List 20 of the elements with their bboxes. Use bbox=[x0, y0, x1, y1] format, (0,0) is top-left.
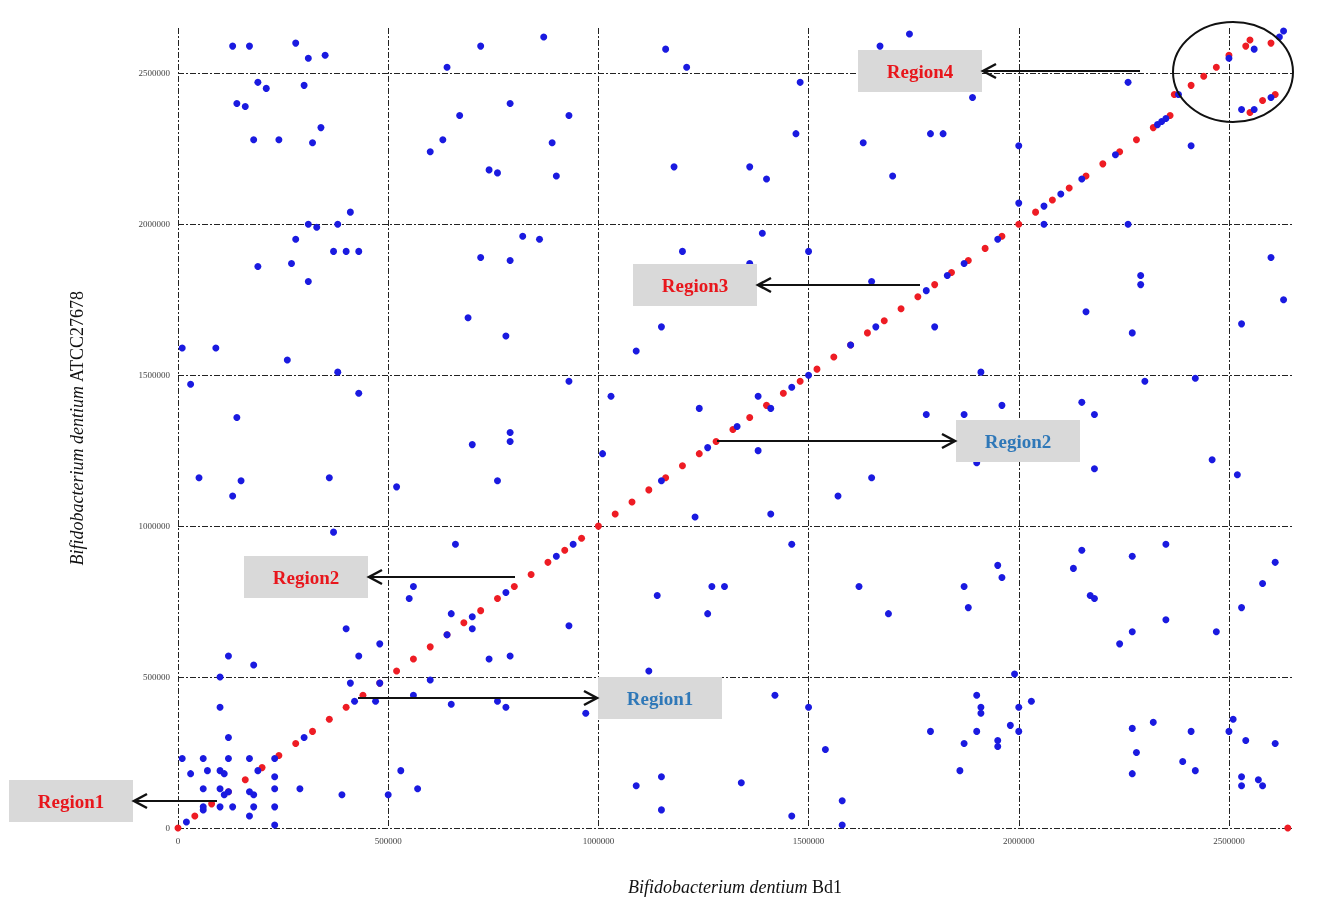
x-axis-title: Bifidobacterium dentium Bd1 bbox=[628, 877, 842, 897]
annotation: Region2 bbox=[984, 431, 1052, 452]
annotation: Region1 bbox=[626, 688, 694, 709]
annotation: Region4 bbox=[886, 61, 954, 82]
x-tick-label: 1500000 bbox=[792, 835, 825, 846]
y-tick-label: 500000 bbox=[143, 672, 171, 683]
y-axis-title: Bifidobacterium dentium ATCC27678 bbox=[67, 291, 87, 566]
x-tick-label: 0 bbox=[175, 835, 181, 846]
y-tick-label: 2000000 bbox=[138, 219, 171, 230]
y-tick-label: 2500000 bbox=[138, 68, 171, 79]
annotation: Region2 bbox=[272, 567, 340, 588]
y-tick-label: 1000000 bbox=[138, 521, 171, 532]
text: Region1 bbox=[37, 791, 105, 812]
x-tick-label: 500000 bbox=[374, 835, 403, 846]
x-tick-label: 1000000 bbox=[582, 835, 615, 846]
y-tick-label: 1500000 bbox=[138, 370, 171, 381]
annotation: Region3 bbox=[661, 275, 729, 296]
x-tick-label: 2500000 bbox=[1213, 835, 1246, 846]
x-tick-label: 2000000 bbox=[1003, 835, 1035, 846]
y-tick-label: 0 bbox=[165, 823, 171, 833]
